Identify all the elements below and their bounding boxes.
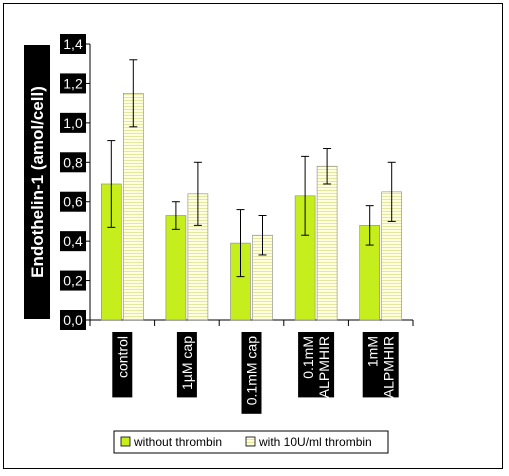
category-label-group: 1µM cap xyxy=(176,332,197,398)
category-label: ALPMHIR xyxy=(381,336,397,398)
legend-swatch-with-thrombin xyxy=(245,436,256,447)
category-label-group: 0.1mM cap xyxy=(241,332,262,414)
y-tick-label-bg xyxy=(60,112,86,133)
bar-without-thrombin xyxy=(165,215,187,321)
category-label-group: 0.1mM ALPMHIR xyxy=(298,332,335,398)
y-tick-label-bg xyxy=(60,152,86,173)
y-tick-label-bg xyxy=(60,270,86,291)
y-tick-label-bg xyxy=(60,34,86,54)
category-label: ALPMHIR xyxy=(316,336,332,398)
y-tick-label: 0,6 xyxy=(63,194,83,210)
y-tick-label: 1,2 xyxy=(63,75,83,91)
y-tick-label: 0,2 xyxy=(63,273,83,289)
category-label: 1mM xyxy=(365,336,381,367)
y-tick-label-bg xyxy=(60,191,86,212)
y-axis-label-group: Endothelin-1 (amol/cell) xyxy=(24,45,50,319)
bar-with-thrombin xyxy=(316,165,338,321)
legend-swatch-without-thrombin xyxy=(120,436,131,447)
category-label-bg xyxy=(362,332,399,398)
legend-label-without-thrombin: without thrombin xyxy=(133,435,222,449)
y-axis-label: Endothelin-1 (amol/cell) xyxy=(28,86,47,278)
y-tick-label-bg xyxy=(60,73,86,94)
category-label: 0.1mM xyxy=(300,336,316,379)
category-label-bg xyxy=(298,332,335,398)
y-tick-label: 0,8 xyxy=(63,154,83,170)
y-tick-label: 1,4 xyxy=(63,36,83,52)
category-label-group: control xyxy=(112,332,133,398)
category-label-bg xyxy=(176,332,197,398)
category-label: 0.1mM cap xyxy=(244,336,260,405)
y-tick-label: 1,0 xyxy=(63,115,83,131)
y-tick-label: 0,0 xyxy=(63,312,83,328)
category-label: control xyxy=(114,336,130,378)
category-label: 1µM cap xyxy=(179,336,195,390)
category-label-bg xyxy=(241,332,262,414)
category-label-bg xyxy=(112,332,133,398)
legend-label-with-thrombin: with 10U/ml thrombin xyxy=(258,435,372,449)
y-tick-label-bg xyxy=(60,310,86,330)
y-tick-label-bg xyxy=(60,231,86,252)
category-label-group: 1mM ALPMHIR xyxy=(362,332,399,398)
y-axis-label-bg xyxy=(24,45,50,319)
y-tick-label: 0,4 xyxy=(63,233,83,249)
